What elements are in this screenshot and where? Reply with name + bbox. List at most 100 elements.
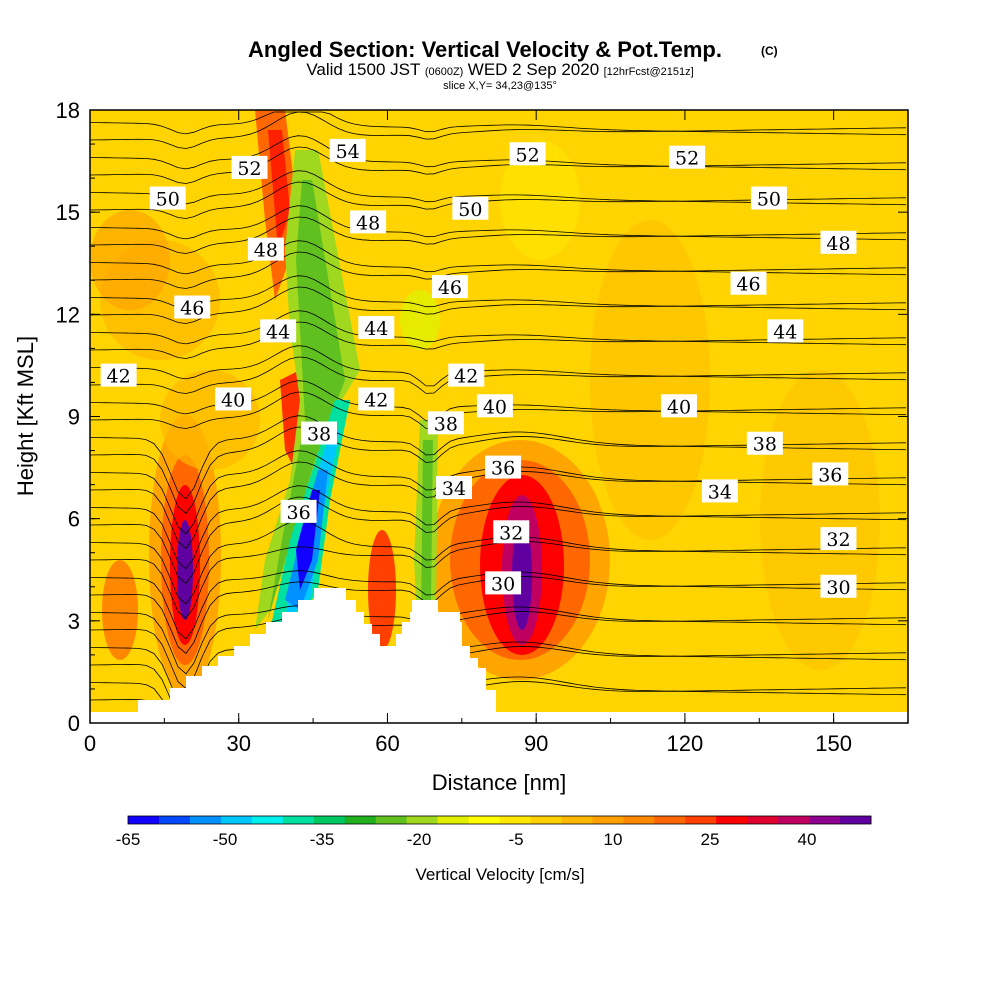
contour-label-box (767, 319, 804, 343)
colorbar-swatch (189, 816, 222, 824)
contour-label-text: 34 (442, 478, 466, 500)
contour-label: 46 (431, 275, 468, 299)
velocity-cell (421, 440, 433, 620)
isentrope-line (90, 640, 907, 710)
colorbar-swatch (406, 816, 439, 824)
contour-label-box (750, 186, 787, 210)
contour-label-box (452, 196, 489, 220)
contour-label-box (350, 210, 387, 234)
contour-label-text: 50 (757, 189, 781, 211)
contour-label-text: 36 (818, 464, 842, 486)
isentrope-line (90, 605, 907, 675)
contour-label: 32 (820, 527, 857, 551)
colorbar-tick-label: 10 (604, 830, 623, 849)
isentrope-line (90, 485, 907, 570)
contour-label-text: 34 (708, 481, 732, 503)
contour-label-box (301, 421, 338, 445)
contour-label-box (509, 142, 546, 166)
colorbar-tick-label: -35 (310, 830, 335, 849)
contour-label: 40 (215, 387, 252, 411)
contour-label: 50 (750, 186, 787, 211)
velocity-cell (512, 520, 532, 630)
contour-label-box (215, 387, 252, 411)
colorbar: -65 -50 -35 -20 -5 10 25 40 (116, 815, 872, 849)
contour-label-text: 50 (156, 189, 180, 211)
colorbar-swatch (468, 816, 500, 824)
velocity-cell (90, 210, 170, 310)
x-tick-label: 120 (667, 731, 704, 756)
contour-label-box (820, 527, 857, 551)
colorbar-swatch (623, 816, 655, 824)
chart-title: Angled Section: Vertical Velocity & Pot.… (248, 37, 722, 62)
isentrope-line (90, 286, 907, 324)
contour-label-box (247, 237, 284, 261)
contour-label-box (427, 411, 464, 435)
x-tick-label: 90 (524, 731, 548, 756)
terrain-mask (90, 588, 908, 723)
y-tick-label: 9 (68, 405, 80, 430)
contour-label-text: 46 (180, 298, 204, 320)
colorbar-swatch (437, 816, 470, 824)
contour-label: 48 (350, 210, 387, 234)
contour-label-box (730, 271, 767, 295)
isentrope-line (90, 135, 907, 171)
y-tick-label: 3 (68, 609, 80, 634)
contour-label-text: 40 (667, 396, 691, 418)
isentrope-line (90, 205, 907, 241)
velocity-cell (760, 370, 880, 670)
isentrope-line (90, 111, 907, 149)
contour-label-text: 30 (826, 577, 850, 599)
colorbar-swatch (128, 816, 160, 824)
velocity-cell (368, 530, 396, 650)
contour-label: 32 (493, 520, 530, 544)
contour-label-box (485, 571, 522, 595)
colorbar-swatch (654, 816, 686, 824)
contour-label: 50 (452, 196, 489, 221)
contour-label-box (149, 186, 186, 210)
contour-label-box (329, 138, 366, 162)
contour-label-text: 48 (254, 240, 278, 262)
colorbar-swatch (499, 816, 531, 824)
colorbar-frame (127, 815, 872, 825)
isentrope-line (90, 496, 907, 584)
contour-label-box (260, 319, 297, 343)
contour-label-text: 40 (483, 396, 507, 418)
contour-label: 44 (260, 319, 297, 343)
contour-label-text: 32 (499, 522, 523, 544)
contour-label: 44 (358, 315, 395, 340)
contour-label-box (280, 499, 317, 523)
colorbar-swatch (158, 816, 191, 824)
contour-label-box (358, 315, 395, 339)
colorbar-swatch (778, 816, 810, 824)
contour-label-text: 52 (516, 144, 540, 166)
contour-label: 34 (701, 479, 738, 503)
contour-label-text: 44 (773, 321, 797, 343)
subtitle-date: WED 2 Sep 2020 (468, 60, 599, 79)
contour-label-box (431, 275, 468, 299)
colorbar-swatch (375, 816, 408, 824)
x-tick-label: 0 (84, 731, 96, 756)
contour-label: 42 (100, 363, 137, 388)
title-mark: (C) (761, 44, 778, 58)
contour-label-text: 36 (286, 502, 310, 524)
contour-label-box (100, 363, 137, 387)
colorbar-swatch (809, 816, 841, 824)
contour-label: 46 (174, 295, 211, 320)
contour-label-text: 40 (221, 389, 245, 411)
x-tick-label: 150 (815, 731, 852, 756)
contour-label: 52 (509, 142, 546, 166)
contour-label-box (746, 431, 783, 455)
contour-label-text: 32 (826, 529, 850, 551)
contour-label-box (820, 574, 857, 598)
y-tick-label: 0 (68, 711, 80, 736)
colorbar-swatch (220, 816, 253, 824)
contour-label: 38 (746, 431, 783, 456)
contour-label-text: 54 (336, 141, 360, 163)
contour-label: 52 (669, 145, 706, 170)
contour-label-box (820, 230, 857, 254)
contour-label-text: 38 (434, 413, 458, 435)
isentrope-line (90, 275, 907, 311)
colorbar-tick-label: 40 (798, 830, 817, 849)
